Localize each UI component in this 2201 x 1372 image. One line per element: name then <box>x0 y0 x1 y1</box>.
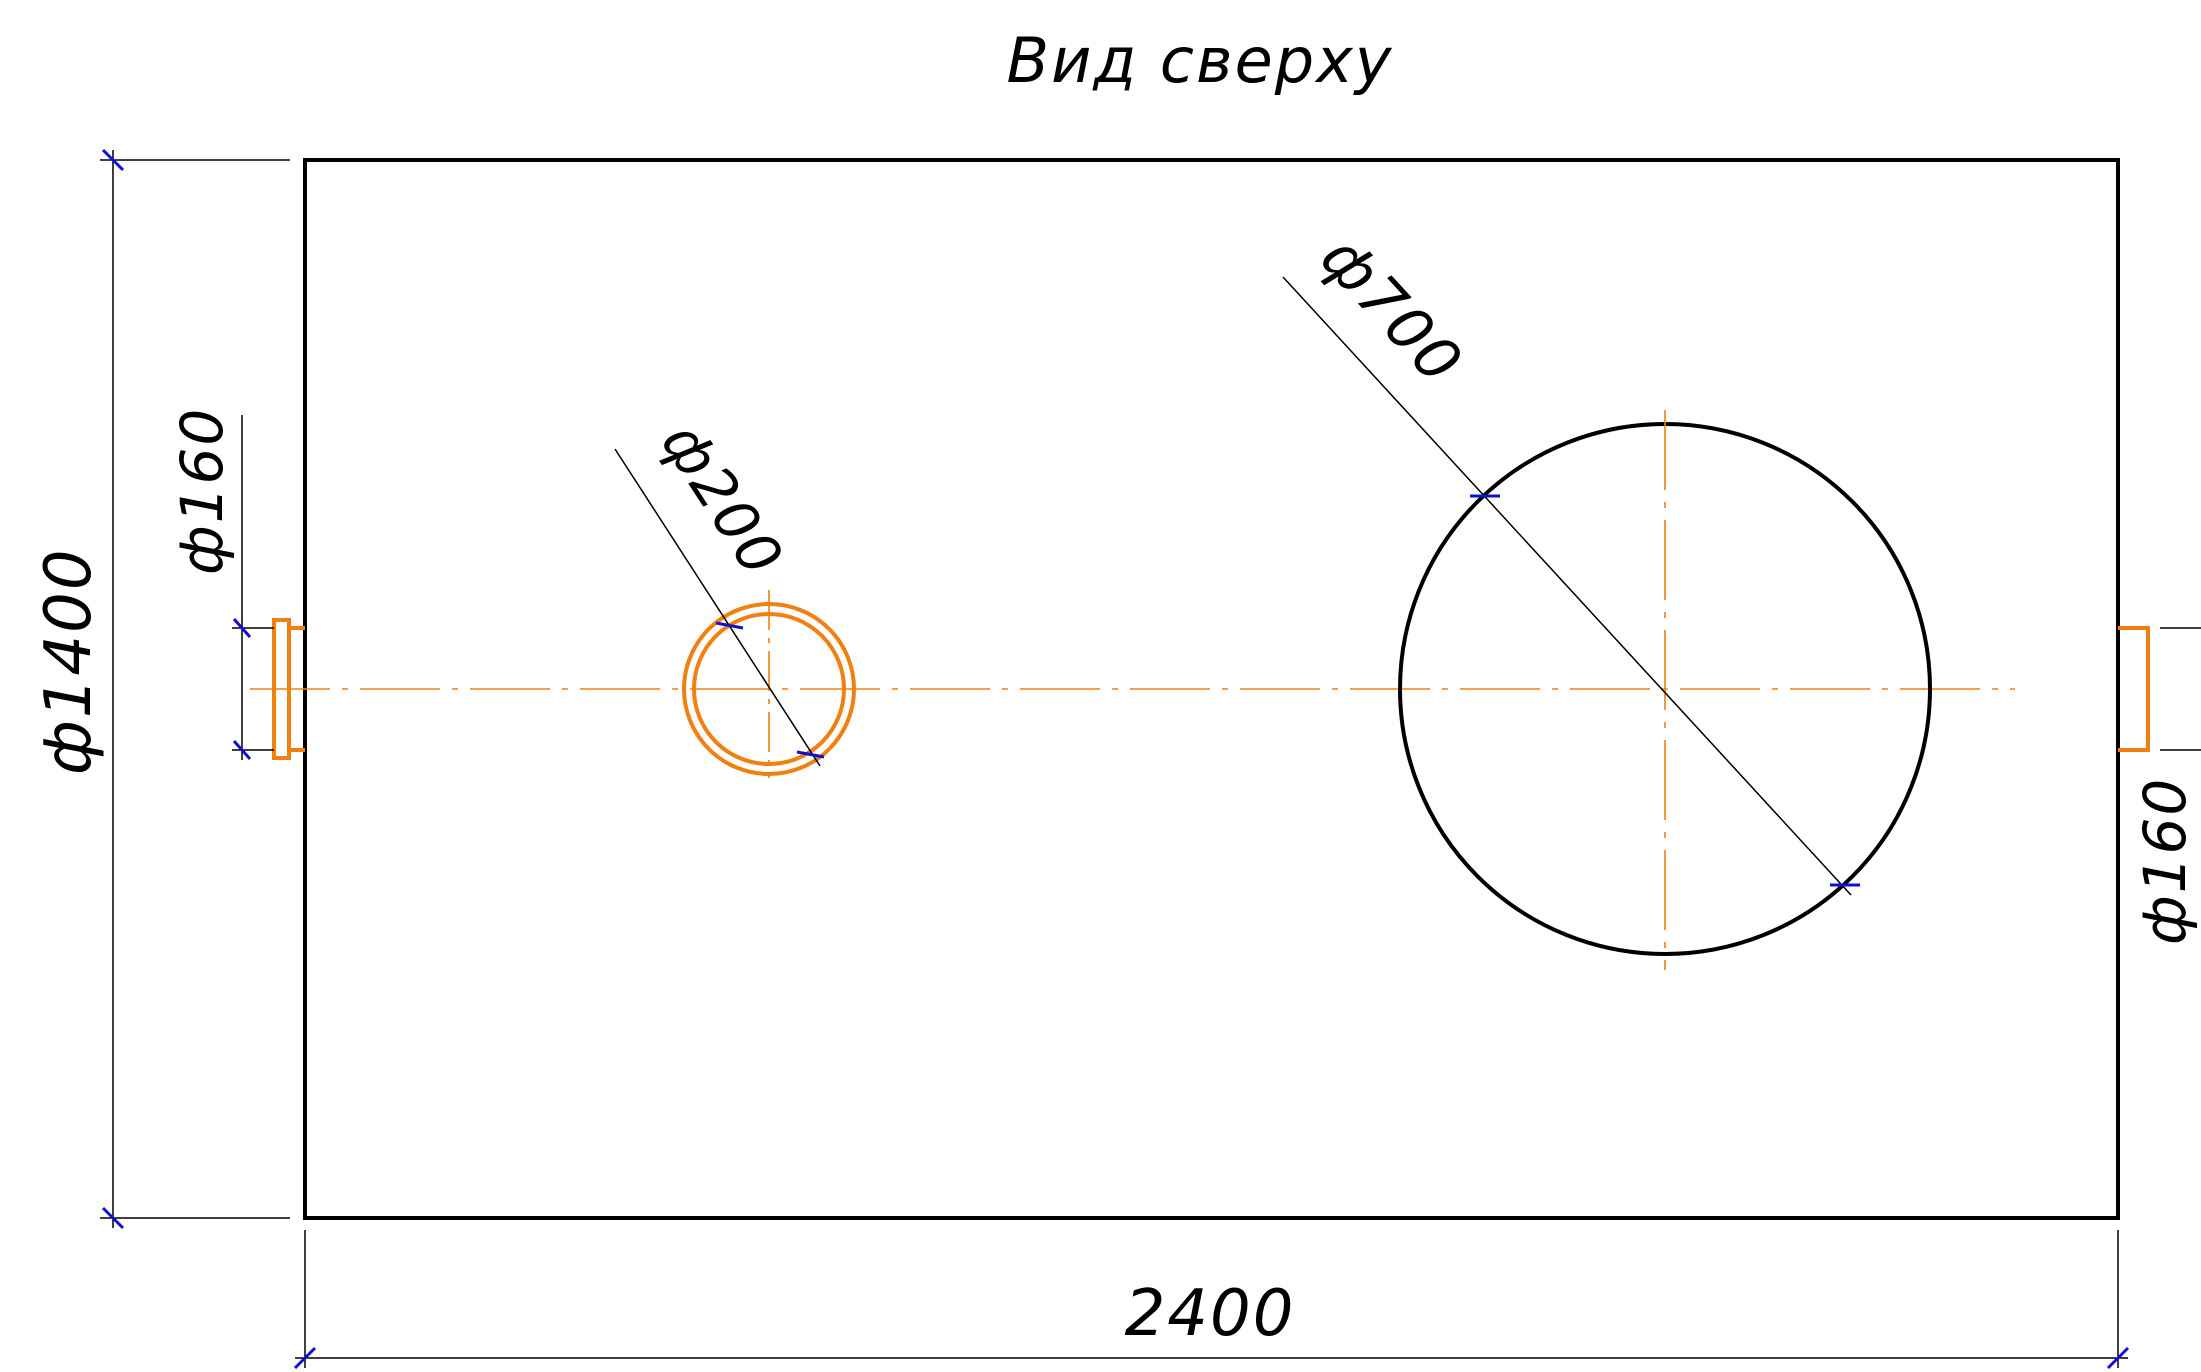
outlet-pipe <box>2118 626 2150 752</box>
inlet-tick-top <box>232 618 252 638</box>
height-tick-top <box>101 148 125 172</box>
small-hole-label: ф200 <box>648 411 797 589</box>
view-title: Вид сверху <box>1007 24 1394 97</box>
width-tick-left <box>293 1346 317 1370</box>
width-label: 2400 <box>1125 1277 1296 1351</box>
height-label: ф1400 <box>32 547 106 775</box>
inlet-pipe <box>272 618 291 760</box>
large-hole-leader <box>1282 276 1852 896</box>
large-hole-label: ф700 <box>1307 223 1476 398</box>
width-tick-right <box>2106 1346 2130 1370</box>
outlet-label: ф160 <box>2131 777 2199 945</box>
small-hole-tick-top <box>715 621 744 630</box>
small-hole-leader <box>614 448 821 767</box>
small-hole-tick-bottom <box>796 750 825 759</box>
height-tick-bottom <box>101 1206 125 1230</box>
inlet-tick-bottom <box>232 740 252 760</box>
inlet-label: ф160 <box>168 407 236 575</box>
